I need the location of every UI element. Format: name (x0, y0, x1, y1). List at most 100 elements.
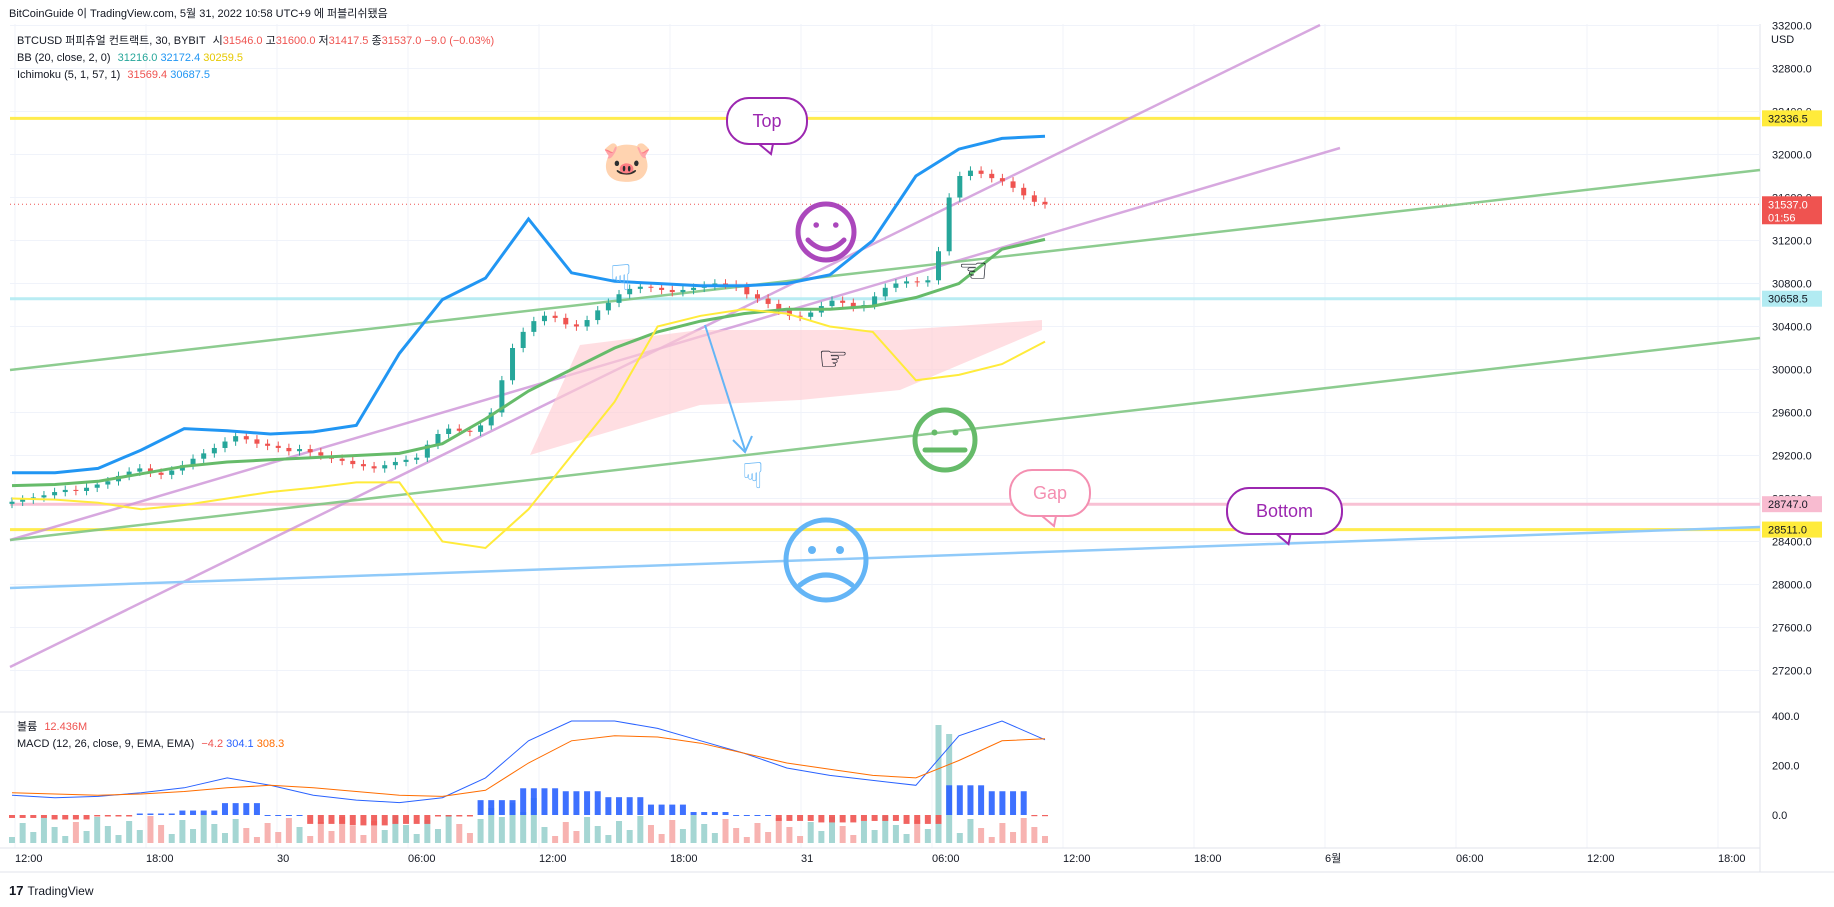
volume-bar (51, 827, 58, 843)
volume-bar (190, 829, 197, 843)
candle-body (872, 296, 878, 305)
bb-value-3: 30259.5 (203, 52, 244, 64)
trendline-green-upper[interactable] (9, 168, 1761, 372)
candle-body (137, 468, 143, 472)
time-tick-label: 06:00 (408, 853, 436, 865)
macd-legend[interactable]: MACD (12, 26, close, 9, EMA, EMA) −4.2 3… (17, 737, 284, 751)
macd-histogram-bar (722, 812, 729, 815)
volume-bar (988, 837, 995, 843)
high-value: 31600.0 (275, 35, 316, 47)
macd-histogram-bar (573, 791, 580, 815)
trendline-green-lower[interactable] (9, 336, 1761, 542)
price-tag-label: 28511.0 (1768, 525, 1807, 537)
candle-body (84, 487, 90, 491)
candle-body (957, 176, 963, 198)
volume-bar (317, 822, 324, 843)
candle-body (765, 298, 771, 304)
price-tick-label: 29600.0 (1772, 408, 1812, 420)
volume-bar (999, 823, 1006, 843)
volume-bar (807, 822, 814, 843)
volume-bar (733, 828, 740, 843)
smiley-face-icon-eye (813, 222, 819, 228)
candle-body (989, 173, 995, 179)
volume-bar (466, 833, 473, 843)
macd-histogram-bar (488, 800, 495, 815)
time-tick-label: 30 (277, 853, 289, 865)
candle-body (680, 289, 686, 293)
macd-histogram-bar (62, 815, 69, 820)
ichimoku-legend[interactable]: Ichimoku (5, 1, 57, 1) 31569.4 30687.5 (17, 68, 210, 82)
macd-histogram-bar (285, 815, 292, 816)
candle-body (9, 501, 15, 504)
arrow-drawing[interactable] (704, 324, 746, 451)
volume-bar (83, 831, 90, 843)
macd-histogram-bar (168, 813, 175, 815)
candle-body (637, 286, 643, 289)
macd-histogram-bar (328, 815, 335, 824)
macd-histogram-bar (104, 815, 111, 817)
smiley-face-icon (795, 201, 857, 263)
candle-body (456, 428, 462, 431)
macd-histogram-bar (1020, 791, 1027, 815)
volume-legend[interactable]: 볼륨 12.436M (17, 720, 87, 734)
time-tick-label: 12:00 (15, 853, 43, 865)
candle-body (360, 464, 366, 467)
time-tick-label: 12:00 (1063, 853, 1091, 865)
time-tick-label: 31 (801, 853, 813, 865)
time-tick-label: 18:00 (146, 853, 174, 865)
footer[interactable]: 17 TradingView (9, 883, 94, 898)
time-tick-label: 12:00 (1587, 853, 1615, 865)
candle-body (648, 286, 654, 288)
candle-body (265, 443, 271, 446)
price-tick-label: 28400.0 (1772, 537, 1812, 549)
candle-body (73, 489, 79, 491)
macd-histogram-bar (839, 815, 846, 823)
volume-bar (40, 818, 47, 843)
macd-histogram-bar (733, 815, 740, 816)
candle-body (169, 470, 175, 475)
candle-body (339, 458, 345, 461)
price-tag-label: 30658.5 (1768, 294, 1808, 306)
volume-bar (573, 831, 580, 843)
candle-body (201, 453, 207, 459)
volume-bar (115, 835, 122, 843)
volume-bar (360, 835, 367, 843)
macd-histogram-bar (818, 815, 825, 823)
low-value: 31417.5 (328, 35, 369, 47)
ichimoku-cloud (530, 320, 1042, 455)
macd-tick-label: 400.0 (1772, 711, 1800, 723)
macd-histogram-bar (296, 815, 303, 816)
neutral-face-icon-eye (931, 429, 938, 436)
candle-body (350, 460, 356, 465)
macd-value-2: 304.1 (226, 738, 254, 750)
candle-body (371, 466, 377, 469)
price-tick-label: 30000.0 (1772, 365, 1812, 377)
candle-body (211, 447, 217, 454)
macd-histogram-bar (19, 815, 26, 818)
candle-body (914, 281, 920, 283)
volume-bar (967, 819, 974, 843)
volume-bar (498, 817, 505, 843)
macd-histogram-bar (371, 815, 378, 826)
candle-body (286, 447, 292, 452)
candle-body (595, 310, 601, 321)
candle-body (850, 302, 856, 308)
price-tag (1762, 196, 1822, 225)
macd-histogram-bar (956, 785, 963, 815)
macd-histogram-bar (126, 815, 133, 817)
macd-histogram-bar (988, 791, 995, 815)
price-tick-label: 29200.0 (1772, 451, 1812, 463)
volume-bar (1031, 827, 1038, 843)
symbol-legend: BTCUSD 퍼피츄얼 컨트랙트, 30, BYBIT 시31546.0 고31… (17, 34, 494, 48)
trendline-blue-bottom[interactable] (9, 525, 1761, 590)
open-value: 31546.0 (222, 35, 263, 47)
macd-histogram-bar (307, 815, 314, 824)
price-tag-label: 28747.0 (1768, 499, 1808, 511)
bb-legend[interactable]: BB (20, close, 2, 0) 31216.0 32172.4 302… (17, 51, 243, 65)
pointing-hand-right-icon: ☞ (818, 339, 848, 379)
candle-body (62, 489, 68, 493)
macd-histogram-bar (30, 815, 37, 818)
volume-bar (924, 829, 931, 843)
candle-body (488, 412, 494, 426)
